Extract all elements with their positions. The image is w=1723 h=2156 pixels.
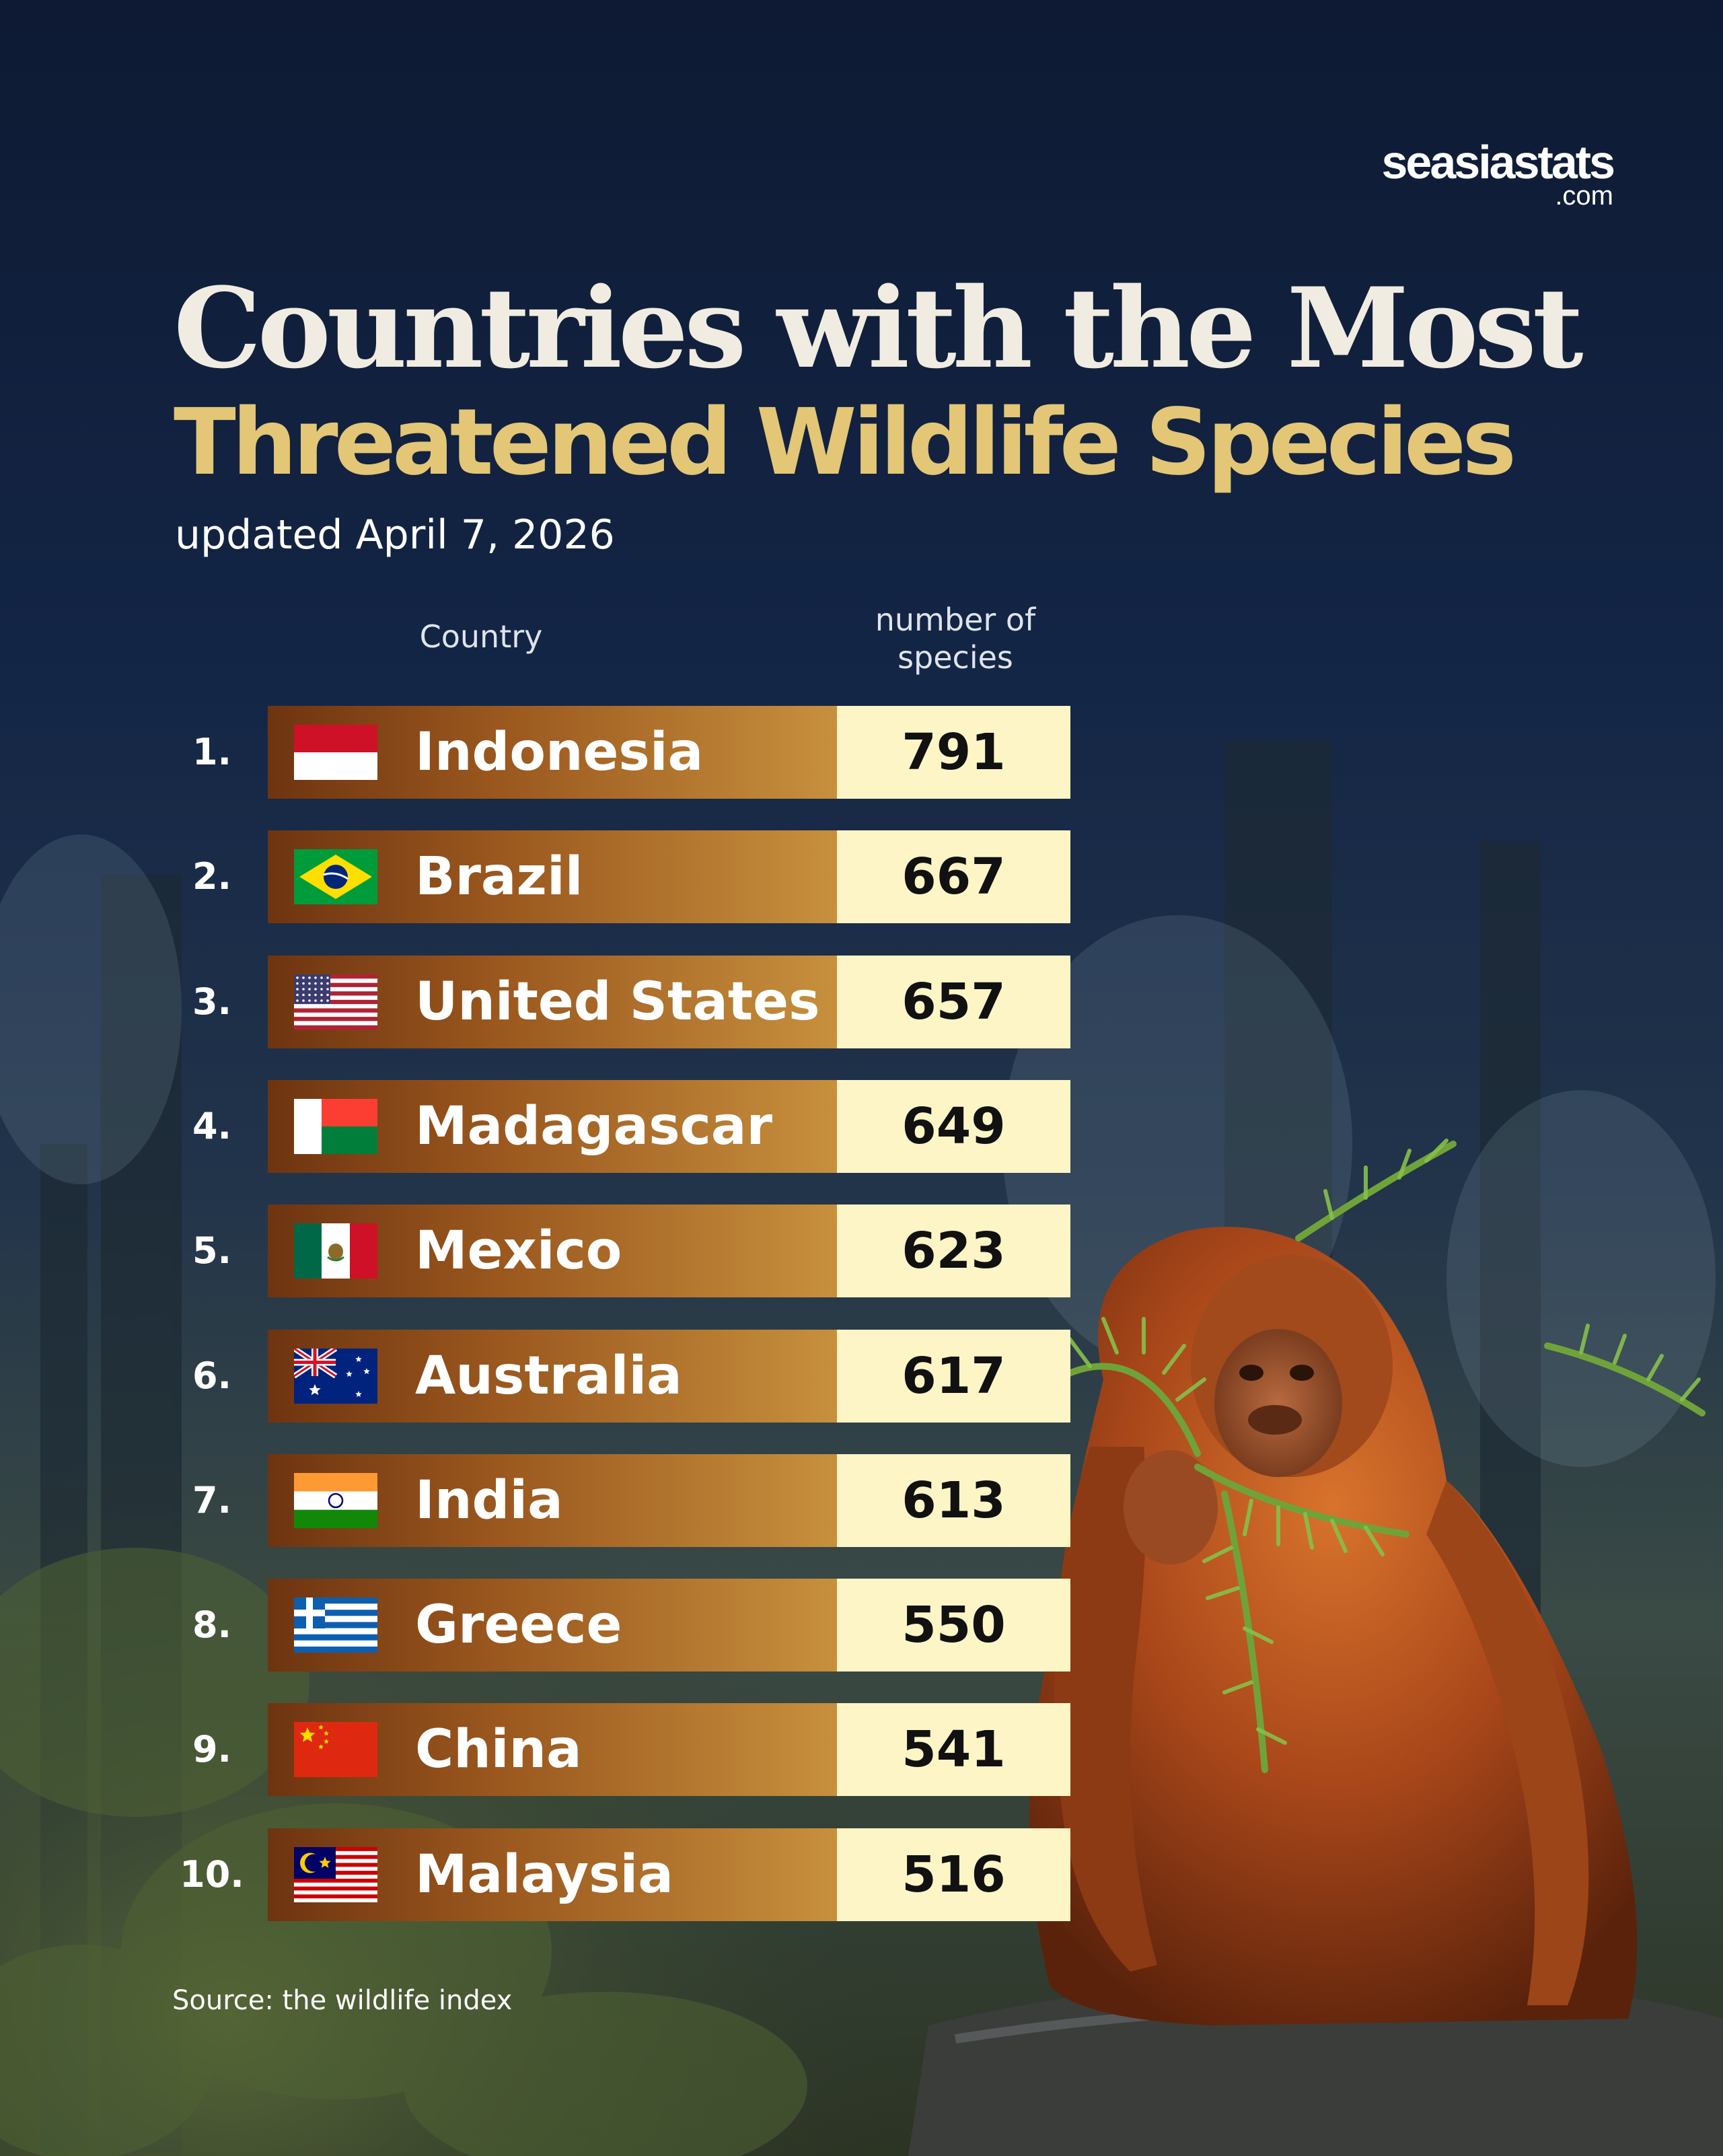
value-box: 657	[837, 955, 1070, 1048]
country-label: India	[415, 1470, 563, 1531]
brand-logo: seasiastats .com	[1381, 136, 1615, 211]
value-box: 516	[837, 1828, 1070, 1921]
table-row: 10. Malaysia 516	[0, 1828, 1076, 1921]
value-label: 667	[902, 848, 1006, 906]
indonesia-flag-icon	[294, 725, 377, 780]
brand-name: seasiastats	[1381, 136, 1615, 188]
country-label: Brazil	[415, 847, 583, 908]
country-label: United States	[415, 971, 820, 1032]
madagascar-flag-icon	[294, 1098, 377, 1154]
table-row: 7. India 613	[0, 1453, 1076, 1547]
country-label: Malaysia	[415, 1844, 673, 1905]
value-box: 617	[837, 1329, 1070, 1423]
china-flag-icon	[294, 1722, 377, 1778]
rank-label: 5.	[192, 1229, 232, 1272]
united-states-flag-icon	[294, 974, 377, 1030]
value-label: 791	[902, 723, 1006, 781]
page-title-line-2: Threatened Wildlife Species	[174, 390, 1516, 496]
table-row: 5. Mexico 623	[0, 1205, 1076, 1298]
greece-flag-icon	[294, 1597, 377, 1653]
table-row: 2. Brazil 667	[0, 830, 1076, 924]
rank-label: 7.	[192, 1478, 232, 1521]
column-header-number: number of species	[834, 601, 1076, 676]
mexico-flag-icon	[294, 1223, 377, 1279]
page-title-line-1: Countries with the Most	[174, 263, 1584, 393]
value-box: 649	[837, 1079, 1070, 1173]
country-label: Indonesia	[415, 722, 704, 783]
column-header-number-line-2: species	[897, 639, 1013, 676]
malaysia-flag-icon	[294, 1846, 377, 1902]
value-box: 667	[837, 830, 1070, 924]
rank-label: 8.	[192, 1604, 232, 1647]
value-box: 623	[837, 1205, 1070, 1298]
value-box: 550	[837, 1579, 1070, 1672]
value-label: 657	[902, 972, 1006, 1031]
column-header-number-line-1: number of	[875, 602, 1036, 638]
rank-label: 1.	[192, 731, 232, 773]
india-flag-icon	[294, 1472, 377, 1528]
rank-label: 9.	[192, 1728, 232, 1771]
rank-label: 6.	[192, 1354, 232, 1397]
table-row: 1. Indonesia 791	[0, 706, 1076, 799]
value-label: 649	[902, 1097, 1006, 1155]
updated-date: updated April 7, 2026	[175, 511, 615, 559]
table-row: 8. Greece 550	[0, 1579, 1076, 1672]
country-label: Mexico	[415, 1221, 622, 1282]
value-label: 617	[902, 1346, 1006, 1405]
brazil-flag-icon	[294, 849, 377, 905]
table-row: 3. United States 657	[0, 955, 1076, 1048]
country-label: Madagascar	[415, 1095, 772, 1157]
rank-label: 3.	[192, 980, 232, 1023]
value-label: 623	[902, 1222, 1006, 1281]
table-row: 4. Madagascar 649	[0, 1079, 1076, 1173]
australia-flag-icon	[294, 1348, 377, 1404]
country-label: China	[415, 1719, 582, 1781]
value-box: 541	[837, 1703, 1070, 1797]
rank-label: 4.	[192, 1104, 232, 1147]
rank-label: 10.	[180, 1853, 244, 1896]
value-box: 613	[837, 1453, 1070, 1547]
value-box: 791	[837, 706, 1070, 799]
value-label: 516	[902, 1845, 1006, 1904]
value-label: 541	[902, 1721, 1006, 1779]
source-note: Source: the wildlife index	[172, 1985, 513, 2016]
table-row: 9. China 541	[0, 1703, 1076, 1797]
value-label: 550	[902, 1596, 1006, 1655]
rank-label: 2.	[192, 855, 232, 898]
column-header-country: Country	[419, 618, 543, 655]
value-label: 613	[902, 1471, 1006, 1530]
brand-tld: .com	[1555, 181, 1613, 211]
table-row: 6. Australia 617	[0, 1329, 1076, 1423]
country-label: Greece	[415, 1595, 622, 1656]
country-label: Australia	[415, 1345, 682, 1406]
